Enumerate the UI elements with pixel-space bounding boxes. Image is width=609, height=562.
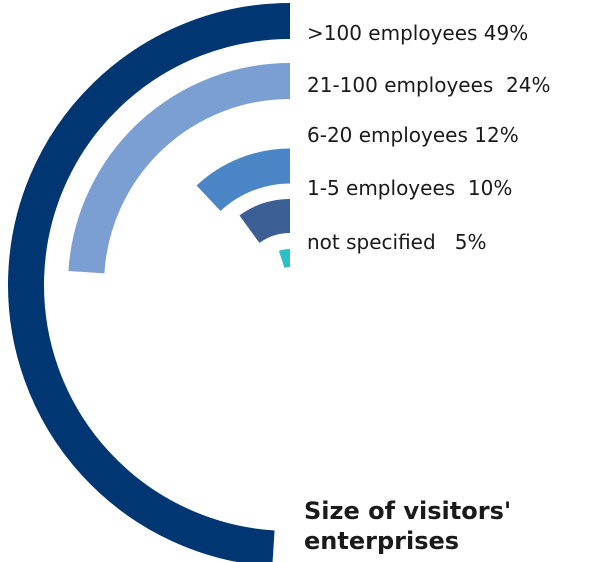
bar-100-employees <box>8 3 291 562</box>
bar-6-20-employees <box>196 148 291 212</box>
label-not-specified: not specified 5% <box>307 230 487 254</box>
bar-not-specified <box>278 249 291 268</box>
label-21-100: 21-100 employees 24% <box>307 73 551 97</box>
chart-title: Size of visitors' enterprises <box>304 497 512 555</box>
label-over-100: >100 employees 49% <box>307 21 529 45</box>
bar-1-5-employees <box>239 199 291 244</box>
label-6-20: 6-20 employees 12% <box>307 123 519 147</box>
label-1-5: 1-5 employees 10% <box>307 176 513 200</box>
bar-21-100-employees <box>68 63 291 274</box>
